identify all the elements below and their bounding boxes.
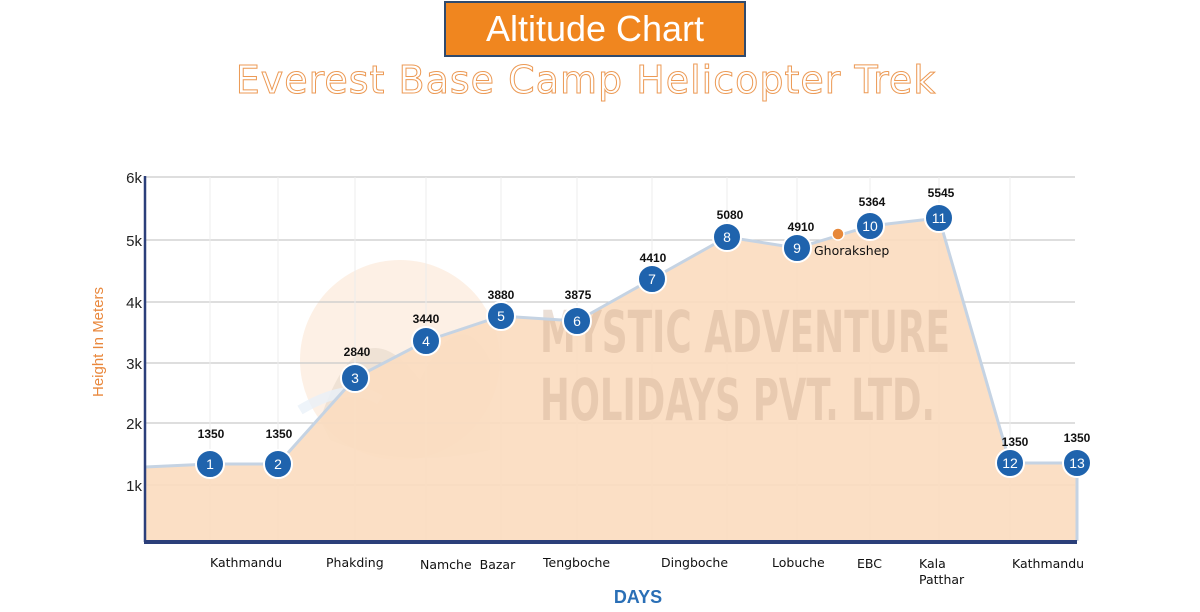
svg-text:3k: 3k xyxy=(126,356,142,373)
svg-text:1350: 1350 xyxy=(266,427,293,441)
svg-text:5545: 5545 xyxy=(928,186,955,200)
svg-text:Kathmandu: Kathmandu xyxy=(210,555,282,570)
day-marker-10 xyxy=(855,211,885,241)
svg-text:13: 13 xyxy=(1069,455,1085,471)
svg-text:5364: 5364 xyxy=(859,195,886,209)
svg-text:4: 4 xyxy=(422,333,430,349)
svg-text:3875: 3875 xyxy=(565,288,592,302)
day-marker-9 xyxy=(782,233,812,263)
svg-text:1k: 1k xyxy=(126,478,142,495)
y-axis-title: Height In Meters xyxy=(90,287,107,397)
chart-subtitle: Everest Base Camp Helicopter Trek xyxy=(235,58,937,103)
svg-text:7: 7 xyxy=(648,271,656,287)
day-markers xyxy=(195,203,1092,479)
svg-text:EBC: EBC xyxy=(857,556,882,571)
svg-text:Phakding: Phakding xyxy=(326,555,384,570)
svg-text:4910: 4910 xyxy=(788,220,815,234)
svg-text:12: 12 xyxy=(1002,455,1018,471)
svg-text:MYSTIC ADVENTURE: MYSTIC ADVENTURE xyxy=(540,298,950,366)
svg-text:11: 11 xyxy=(932,210,947,226)
svg-text:Lobuche: Lobuche xyxy=(772,555,825,570)
svg-text:5: 5 xyxy=(497,308,505,324)
ghorakshep-marker xyxy=(831,227,845,241)
svg-text:2840: 2840 xyxy=(344,345,371,359)
svg-text:1350: 1350 xyxy=(198,427,225,441)
svg-text:8: 8 xyxy=(723,229,731,245)
day-marker-8 xyxy=(712,222,742,252)
svg-text:Tengboche: Tengboche xyxy=(542,555,610,570)
x-axis-title: DAYS xyxy=(614,587,662,607)
day-marker-13 xyxy=(1062,448,1092,478)
day-marker-5 xyxy=(486,301,516,331)
svg-text:6k: 6k xyxy=(126,170,142,187)
svg-text:1350: 1350 xyxy=(1064,431,1091,445)
svg-text:2k: 2k xyxy=(126,416,142,433)
day-marker-11 xyxy=(924,203,954,233)
watermark-text: MYSTIC ADVENTURE HOLIDAYS PVT. LTD. xyxy=(540,298,950,434)
svg-text:3: 3 xyxy=(351,370,359,386)
altitude-area xyxy=(145,218,1077,541)
day-marker-labels: 1 2 3 4 5 6 7 8 9 10 11 12 13 xyxy=(206,210,1085,472)
value-labels: 1350 1350 2840 3440 3880 3875 4410 5080 … xyxy=(198,186,1091,449)
day-marker-12 xyxy=(995,448,1025,478)
day-marker-1 xyxy=(195,449,225,479)
chart-title: Altitude Chart xyxy=(485,8,705,49)
svg-text:HOLIDAYS PVT. LTD.: HOLIDAYS PVT. LTD. xyxy=(540,366,935,434)
svg-text:Dingboche: Dingboche xyxy=(661,555,728,570)
svg-text:5080: 5080 xyxy=(717,208,744,222)
day-marker-6 xyxy=(562,306,592,336)
svg-text:4k: 4k xyxy=(126,295,142,312)
svg-text:Kathmandu: Kathmandu xyxy=(1012,556,1084,571)
x-category-labels: Kathmandu Phakding Namche Bazar Tengboch… xyxy=(210,555,1084,587)
svg-text:1350: 1350 xyxy=(1002,435,1029,449)
ghorakshep-label: Ghorakshep xyxy=(814,243,889,258)
svg-text:3880: 3880 xyxy=(488,288,515,302)
svg-text:2: 2 xyxy=(274,456,282,472)
svg-text:5k: 5k xyxy=(126,233,142,250)
day-marker-7 xyxy=(637,264,667,294)
chart-title-box: Altitude Chart xyxy=(444,1,746,57)
day-marker-3 xyxy=(340,363,370,393)
svg-text:9: 9 xyxy=(793,240,801,256)
svg-text:6: 6 xyxy=(573,313,581,329)
kala-patthar-label: Kala Patthar xyxy=(919,556,965,587)
svg-text:3440: 3440 xyxy=(413,312,440,326)
svg-text:1: 1 xyxy=(206,456,214,472)
svg-text:4410: 4410 xyxy=(640,251,667,265)
day-marker-4 xyxy=(411,326,441,356)
svg-text:Namche Bazar: Namche Bazar xyxy=(420,557,516,572)
svg-text:10: 10 xyxy=(862,218,878,234)
y-tick-labels: 6k 5k 4k 3k 2k 1k xyxy=(126,170,142,495)
day-marker-2 xyxy=(263,449,293,479)
